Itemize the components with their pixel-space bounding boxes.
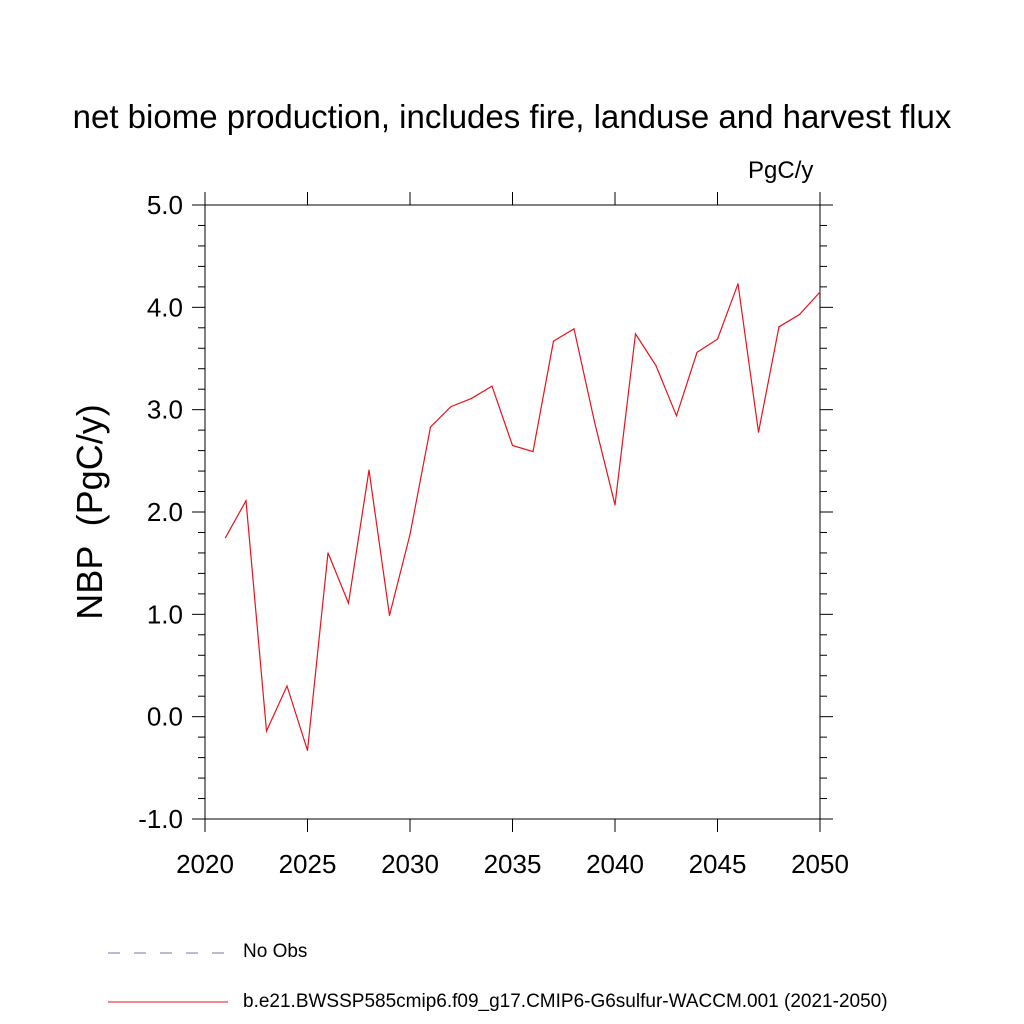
data-point [696, 351, 698, 353]
legend-label-model-run: b.e21.BWSSP585cmip6.f09_g17.CMIP6-G6sulf… [243, 991, 888, 1012]
data-point [573, 328, 575, 330]
data-point [470, 397, 473, 400]
x-tick-label: 2035 [484, 849, 542, 879]
y-tick-label: -1.0 [138, 804, 183, 834]
series-line-model-run [224, 283, 821, 751]
data-point [265, 730, 268, 732]
data-point [552, 340, 555, 342]
data-point [306, 749, 309, 752]
x-tick-label: 2030 [381, 849, 439, 879]
y-tick-label: 3.0 [147, 395, 183, 425]
data-point [778, 326, 780, 328]
data-point [614, 504, 616, 506]
data-point [450, 405, 452, 408]
x-tick-label: 2050 [791, 849, 849, 879]
plot-frame [204, 204, 821, 820]
data-point [286, 685, 288, 687]
y-tick-label: 0.0 [147, 702, 183, 732]
data-point [409, 533, 411, 536]
units-label: PgC/y [748, 157, 814, 184]
x-tick-label: 2025 [279, 849, 337, 879]
y-tick-label: 4.0 [147, 292, 183, 322]
y-tick-label: 1.0 [147, 599, 183, 629]
data-point [675, 415, 678, 417]
data-point [532, 451, 534, 453]
data-point [327, 552, 329, 554]
x-tick-label: 2040 [586, 849, 644, 879]
data-point [634, 333, 637, 335]
y-tick-label: 5.0 [147, 190, 183, 220]
data-point [224, 536, 227, 539]
data-point [737, 283, 739, 285]
data-point [429, 426, 432, 428]
data-point [368, 469, 370, 471]
legend-label-no-obs: No Obs [243, 941, 308, 962]
data-point [593, 421, 596, 423]
x-tick-label: 2020 [176, 849, 234, 879]
y-tick-label: 2.0 [147, 497, 183, 527]
data-point [819, 291, 821, 293]
data-point [716, 338, 719, 340]
data-point [655, 365, 657, 367]
data-point [798, 313, 801, 316]
data-point [491, 385, 493, 387]
data-point [757, 431, 760, 433]
x-tick-label: 2045 [689, 849, 747, 879]
data-point [347, 602, 350, 604]
data-point [388, 614, 391, 616]
chart-title: net biome production, includes fire, lan… [72, 98, 952, 135]
data-point [511, 444, 514, 447]
data-point [245, 500, 247, 502]
